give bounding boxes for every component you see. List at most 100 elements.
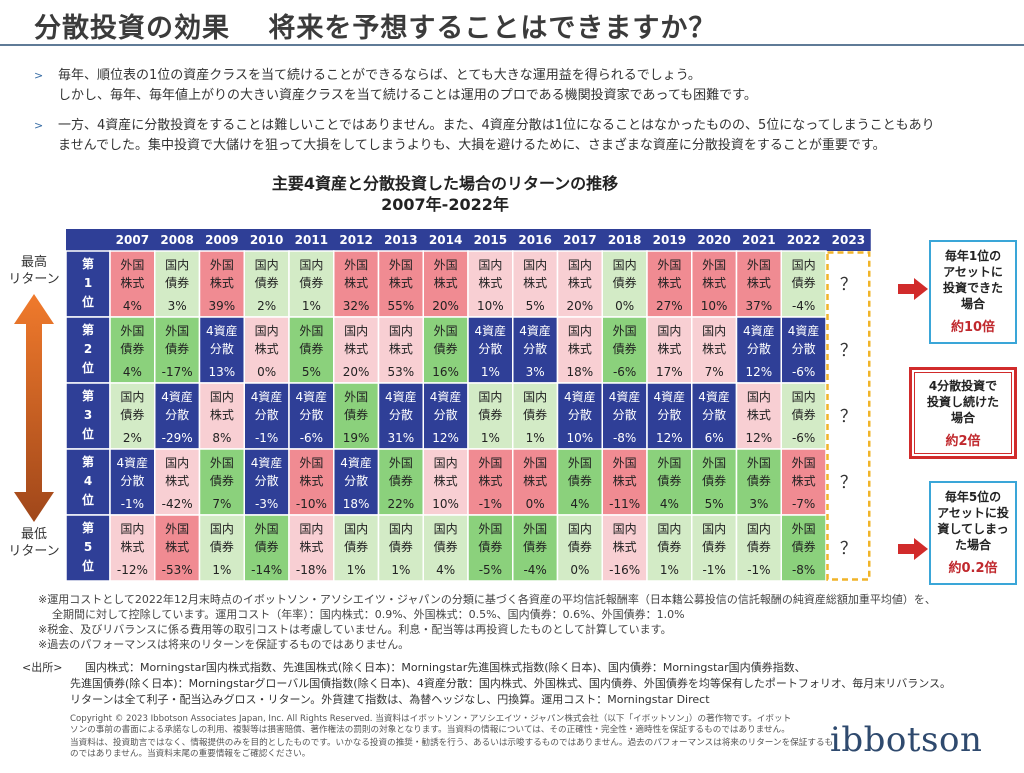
cell-return-value: 0% (526, 497, 545, 511)
cell-asset-line-1: 国内 (613, 258, 637, 272)
cell-asset-line-1: 国内 (747, 522, 771, 536)
cell-asset-line-2: 株式 (613, 539, 637, 554)
copyright-line-4: のではありません。当資料末尾の重要情報をご確認ください。 (70, 749, 311, 759)
best-box-line-3: 投資できた (942, 281, 1003, 295)
cell-return-value: 4% (123, 365, 142, 379)
cell-asset-line-1: 外国 (702, 456, 726, 470)
cell-asset-line-1: 外国 (434, 258, 458, 272)
cell-return-value: -1% (255, 431, 278, 445)
cell-return-value: -8% (792, 563, 815, 577)
cell-asset-line-1: 国内 (210, 390, 234, 404)
cell-asset-line-2: 債券 (255, 539, 279, 554)
cell-asset-line-2: 債券 (344, 539, 368, 554)
cell-asset-line-2: 分散 (434, 407, 458, 422)
cell-asset-line-2: 株式 (792, 473, 816, 488)
year-header: 2021 (742, 233, 775, 247)
cell-return-value: -1% (747, 563, 770, 577)
cell-asset-line-1: 外国 (657, 258, 681, 272)
year-header: 2008 (160, 233, 193, 247)
cell-return-value: 53% (388, 365, 415, 379)
cell-asset-line-1: 国内 (344, 324, 368, 338)
table-cell (109, 382, 156, 450)
cell-asset-line-2: 債券 (792, 275, 816, 290)
cell-asset-line-1: 4資産 (609, 389, 641, 404)
table-cell (780, 250, 827, 318)
cell-asset-line-2: 株式 (657, 341, 681, 356)
unknown-cell (826, 251, 871, 317)
cell-asset-line-2: 株式 (389, 275, 413, 290)
table-cell (512, 382, 559, 450)
cell-return-value: 10% (477, 299, 504, 313)
footnote-cost: ※運用コストとして2022年12月末時点のイボットソン・アソシエイツ・ジャパンの… (38, 593, 936, 606)
cell-return-value: 39% (209, 299, 236, 313)
table-cell (377, 448, 424, 516)
table-cell (556, 514, 603, 582)
bullet-arrow-icon: > (34, 119, 44, 132)
cell-asset-line-2: 債券 (702, 473, 726, 488)
cell-return-value: 0% (570, 563, 589, 577)
cell-return-value: -11% (609, 497, 640, 511)
table-cell (109, 316, 156, 384)
cell-asset-line-2: 分散 (299, 407, 323, 422)
cell-asset-line-2: 債券 (255, 275, 279, 290)
cell-asset-line-2: 債券 (613, 275, 637, 290)
cell-asset-line-1: 国内 (792, 258, 816, 272)
cell-asset-line-2: 債券 (568, 473, 592, 488)
copyright-line-3: 当資料は、投資助言ではなく、情報提供のみを目的としたものです。いかなる投資の推奨… (70, 738, 834, 748)
cell-return-value: 10% (701, 299, 728, 313)
year-header: 2019 (653, 233, 686, 247)
table-cell (422, 316, 469, 384)
cell-asset-line-1: 外国 (344, 390, 368, 404)
table-cell (154, 382, 201, 450)
cell-asset-line-1: 外国 (210, 258, 234, 272)
cell-return-value: -18% (296, 563, 327, 577)
cell-asset-line-1: 4資産 (296, 389, 328, 404)
worst-box-line-2: アセットに投 (937, 506, 1009, 520)
right-arrow-icon (898, 278, 928, 300)
table-cell (243, 514, 290, 582)
cell-asset-line-2: 分散 (389, 407, 413, 422)
source-label: <出所> (22, 661, 63, 674)
cell-asset-line-2: 分散 (568, 407, 592, 422)
cell-asset-line-2: 株式 (255, 341, 279, 356)
table-cell (780, 382, 827, 450)
cell-asset-line-1: 4資産 (340, 455, 372, 470)
cell-asset-line-2: 株式 (523, 473, 547, 488)
cell-asset-line-1: 外国 (120, 324, 144, 338)
cell-asset-line-1: 外国 (747, 258, 771, 272)
cell-asset-line-2: 株式 (747, 407, 771, 422)
cell-asset-line-2: 分散 (702, 407, 726, 422)
table-cell (422, 382, 469, 450)
best-box-line-4: 場合 (960, 297, 985, 311)
cell-asset-line-1: 4資産 (206, 323, 238, 338)
year-header: 2014 (429, 233, 462, 247)
cell-asset-line-1: 国内 (747, 390, 771, 404)
cell-asset-line-2: 株式 (389, 341, 413, 356)
rank-label: 位 (82, 558, 94, 573)
table-cell (467, 316, 514, 384)
cell-asset-line-1: 4資産 (788, 323, 820, 338)
unknown-mark: ？ (840, 407, 857, 427)
year-header: 2011 (295, 233, 328, 247)
cell-asset-line-2: 分散 (747, 341, 771, 356)
worst-box-multiple: 約0.2倍 (948, 561, 998, 576)
cell-asset-line-1: 外国 (255, 522, 279, 536)
rank-label-cell (66, 316, 111, 384)
source-line-2: 先進国債券(除く日本)：Morningstarグローバル国債指数(除く日本)、4… (70, 677, 952, 690)
rank-label: 位 (82, 426, 94, 441)
cell-return-value: 1% (391, 563, 410, 577)
rank-label: 第 (82, 322, 94, 337)
cell-asset-line-1: 国内 (389, 324, 413, 338)
rank-label: 2 (84, 342, 92, 356)
footnote-performance: ※過去のパフォーマンスは将来のリターンを保証するものではありません。 (38, 638, 410, 651)
cell-asset-line-1: 外国 (344, 258, 368, 272)
year-header: 2015 (474, 233, 507, 247)
cell-return-value: -1% (702, 563, 725, 577)
cell-asset-line-1: 外国 (210, 456, 234, 470)
year-header: 2010 (250, 233, 283, 247)
diversified-box-inner-border (914, 372, 1012, 454)
year-header: 2020 (697, 233, 730, 247)
table-cell (377, 382, 424, 450)
cell-asset-line-1: 国内 (120, 522, 144, 536)
chart-title: 主要4資産と分散投資した場合のリターンの推移 2007年-2022年 (220, 173, 670, 215)
